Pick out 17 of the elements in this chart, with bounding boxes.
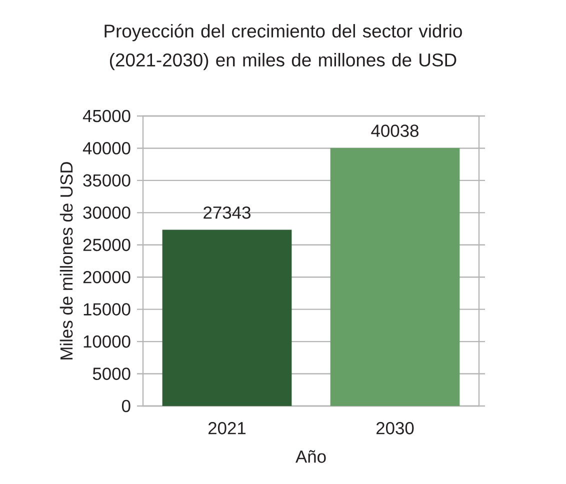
x-axis-title: Año [296, 450, 326, 463]
y-tick-label: 15000 [84, 303, 130, 316]
data-label: 27343 [204, 206, 250, 219]
x-tick-label: 2021 [208, 422, 246, 434]
y-tick-label: 5000 [92, 368, 130, 380]
y-tick-label: 30000 [83, 206, 130, 219]
y-tick-label: 0 [122, 400, 130, 412]
y-tick-label: 25000 [83, 238, 130, 252]
x-tick-label: 2030 [376, 422, 414, 434]
y-axis-title: Miles de millones de USD [60, 162, 73, 360]
data-label: 40038 [371, 124, 418, 137]
y-tick-label: 20000 [83, 270, 130, 284]
chart-title: Proyección del crecimiento del sector vidrio (2021-2030) en miles de millones de USD [104, 24, 462, 70]
y-tick-label: 35000 [83, 174, 130, 187]
y-tick-label: 40000 [82, 142, 130, 154]
y-tick-label: 45000 [82, 110, 130, 122]
y-tick-label: 10000 [84, 335, 130, 348]
